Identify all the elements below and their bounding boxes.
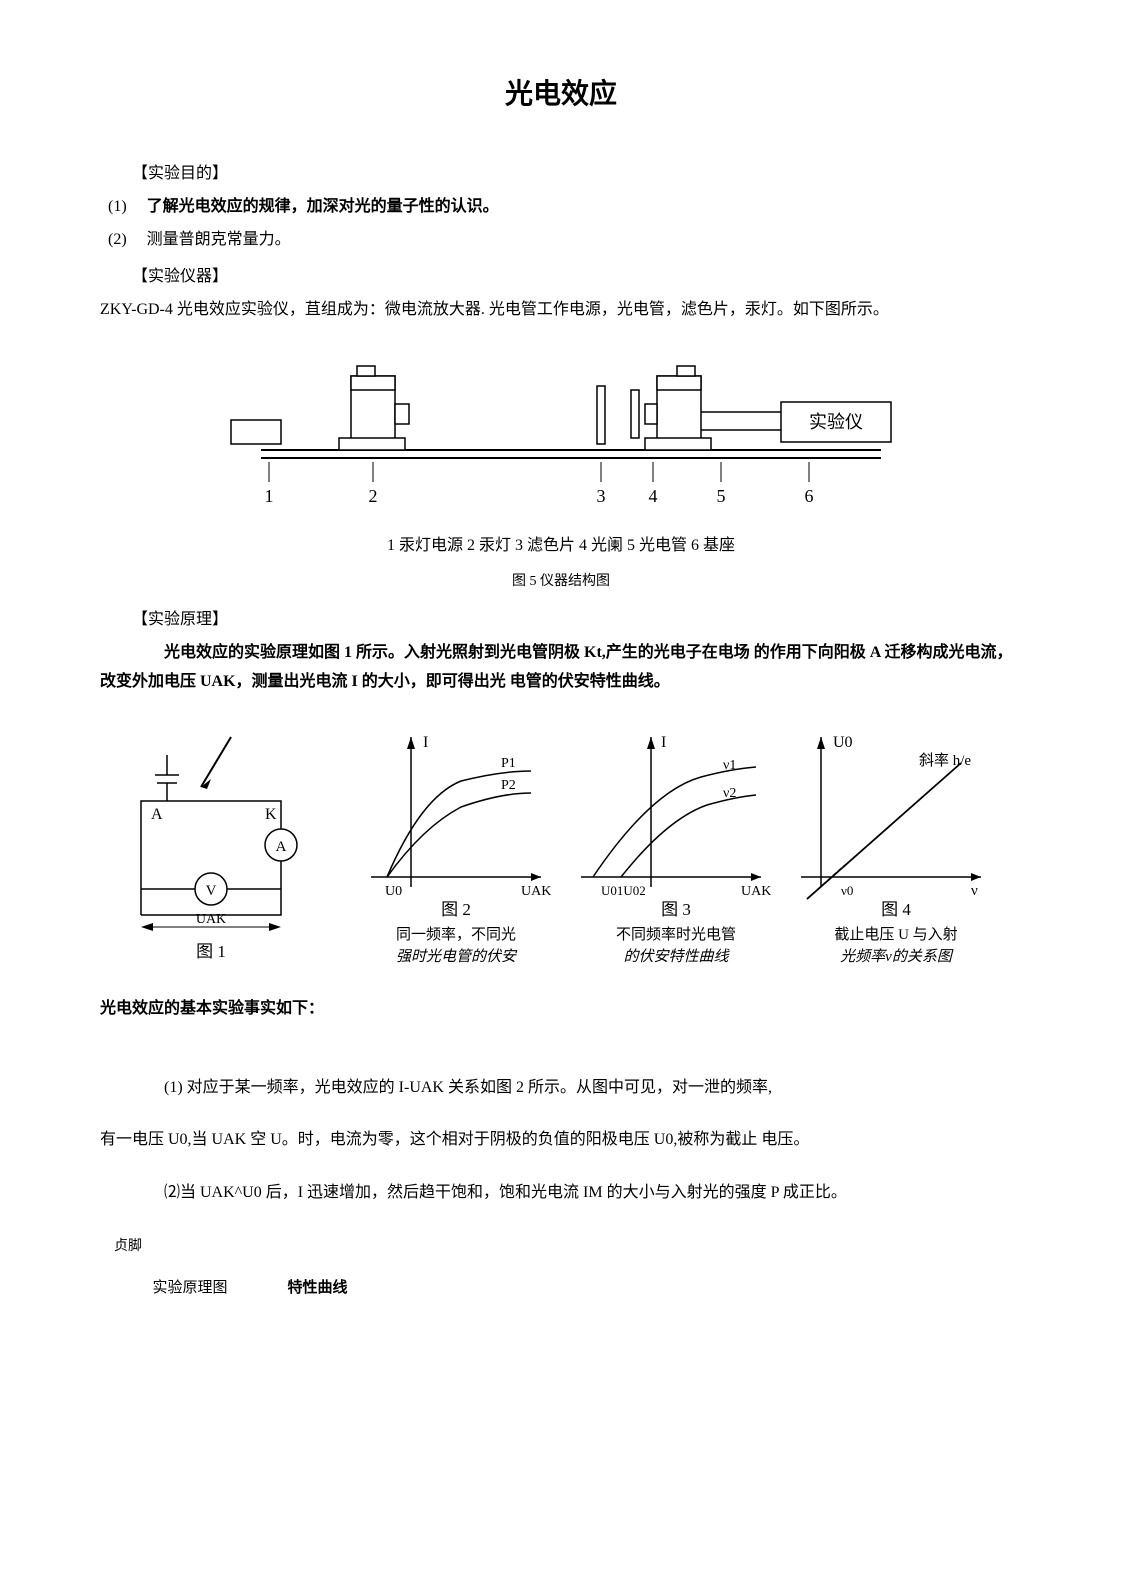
- fig4-x0: ν0: [841, 883, 853, 898]
- appnum-6: 6: [805, 486, 814, 506]
- fig2-ylab: I: [423, 734, 428, 751]
- fact-2: ⑵当 UAK^U0 后，I 迅速增加，然后趋干饱和，饱和光电流 IM 的大小与入…: [100, 1179, 1022, 1208]
- footer-small: 贞脚: [100, 1234, 1022, 1259]
- fig3-title: 图 3: [661, 900, 691, 919]
- fig1-group: A K A V UAK 图 1: [141, 737, 297, 961]
- fig3-xlab: UAK: [741, 884, 771, 899]
- fig4-title: 图 4: [881, 900, 911, 919]
- doc-title: 光电效应: [100, 70, 1022, 120]
- fig4-line1: 截止电压 U 与入射: [834, 926, 957, 943]
- fig2-p2: P2: [501, 778, 516, 793]
- fig4-slope: 斜率 h/e: [919, 752, 971, 769]
- fig2-group: I UAK U0 P1 P2 图 2 同一频率，不同光 强时光电管的伏安: [371, 734, 551, 965]
- principle-para: 光电效应的实验原理如图 1 所示。入射光照射到光电管阴极 Kt,产生的光电子在电…: [100, 639, 1022, 697]
- fig2-line2: 强时光电管的伏安: [396, 948, 518, 965]
- fig2-u0: U0: [385, 884, 402, 899]
- fig1-A: A: [151, 806, 163, 823]
- apparatus-schematic: 实验仪 1 2 3 4 5 6: [201, 342, 921, 522]
- section-principle-header: 【实验原理】: [100, 606, 1022, 635]
- fig2-line1: 同一频率，不同光: [396, 926, 516, 943]
- fig4-xlab: ν: [971, 883, 978, 899]
- principle-diagrams: A K A V UAK 图 1 I UAK U0 P1 P2 图 2 同一频率，…: [121, 727, 1001, 977]
- fig4-ylab: U0: [833, 734, 853, 751]
- fact-header: 光电效应的基本实验事实如下：: [100, 995, 1022, 1024]
- purpose-item-1: (1) 了解光电效应的规律，加深对光的量子性的认识。: [100, 193, 1022, 222]
- fig3-line2: 的伏安特性曲线: [623, 948, 730, 965]
- section-apparatus-header: 【实验仪器】: [100, 263, 1022, 292]
- purpose-1-num: (1): [108, 198, 127, 215]
- purpose-1-text: 了解光电效应的规律，加深对光的量子性的认识。: [147, 198, 499, 215]
- appnum-3: 3: [597, 486, 606, 506]
- purpose-item-2: (2) 测量普朗克常量力。: [100, 226, 1022, 255]
- apparatus-caption-2: 图 5 仪器结构图: [100, 569, 1022, 594]
- fig1-volt: V: [206, 883, 217, 899]
- fig3-u0: U01U02: [601, 883, 646, 898]
- bottom-right: 特性曲线: [288, 1275, 348, 1302]
- fig2-title: 图 2: [441, 900, 471, 919]
- bottom-row: 实验原理图 特性曲线: [100, 1275, 1022, 1302]
- fact-1: (1) 对应于某一频率，光电效应的 I-UAK 关系如图 2 所示。从图中可见，…: [100, 1074, 1022, 1103]
- fig3-ylab: I: [661, 734, 666, 751]
- fig4-line2: 光频率ν的关系图: [840, 948, 954, 965]
- fig4-group: U0 ν 斜率 h/e ν0 图 4 截止电压 U 与入射 光频率ν的关系图: [801, 734, 981, 965]
- fact-1b: 有一电压 U0,当 UAK 空 U。时，电流为零，这个相对于阴极的负值的阳极电压…: [100, 1126, 1022, 1155]
- fig3-v2: ν2: [723, 786, 736, 801]
- apparatus-caption-1: 1 汞灯电源 2 汞灯 3 滤色片 4 光阑 5 光电管 6 基座: [100, 532, 1022, 561]
- fig1-uak: UAK: [196, 912, 226, 927]
- fig3-v1: ν1: [723, 758, 736, 773]
- fig2-p1: P1: [501, 756, 516, 771]
- appnum-4: 4: [649, 486, 658, 506]
- fig1-title: 图 1: [196, 942, 226, 961]
- fig2-xlab: UAK: [521, 884, 551, 899]
- bottom-left: 实验原理图: [153, 1275, 228, 1302]
- purpose-2-text: 测量普朗克常量力。: [147, 231, 291, 248]
- appnum-2: 2: [369, 486, 378, 506]
- apparatus-box-label: 实验仪: [809, 412, 863, 432]
- fig1-K: K: [265, 806, 277, 823]
- purpose-2-num: (2): [108, 231, 127, 248]
- appnum-5: 5: [717, 486, 726, 506]
- fig3-group: I UAK U01U02 ν1 ν2 图 3 不同频率时光电管 的伏安特性曲线: [581, 734, 771, 965]
- fig1-amp: A: [276, 839, 287, 855]
- appnum-1: 1: [265, 486, 274, 506]
- fig3-line1: 不同频率时光电管: [616, 926, 736, 943]
- section-purpose-header: 【实验目的】: [100, 160, 1022, 189]
- apparatus-text: ZKY-GD-4 光电效应实验仪，苴组成为：微电流放大器. 光电管工作电源，光电…: [100, 296, 1022, 325]
